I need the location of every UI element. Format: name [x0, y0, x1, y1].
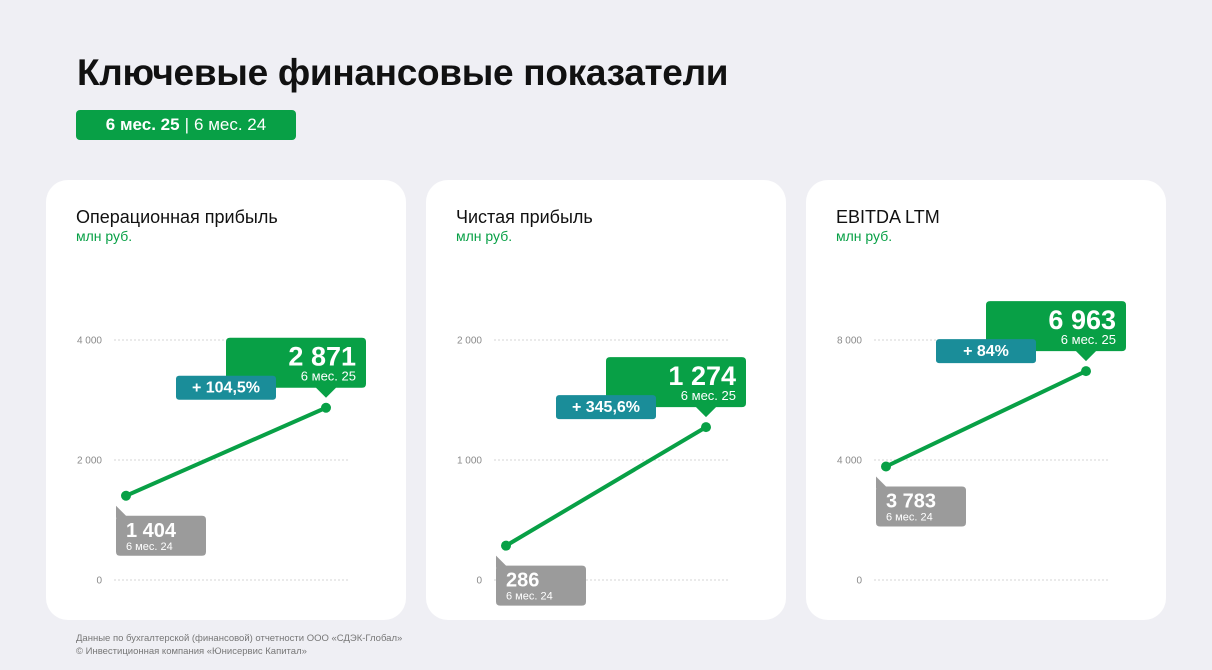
chart-unit: млн руб. — [76, 228, 133, 244]
data-point-current — [701, 422, 711, 433]
y-tick-label: 1 000 — [457, 456, 482, 467]
change-badge — [176, 375, 276, 400]
chart-unit: млн руб. — [456, 228, 513, 244]
previous-value-callout — [876, 476, 966, 527]
change-label: + 345,6% — [572, 399, 640, 416]
chart-unit: млн руб. — [836, 228, 893, 244]
footnote-source: Данные по бухгалтерской (финансовой) отч… — [76, 633, 403, 644]
page-title: Ключевые финансовые показатели — [77, 52, 729, 93]
change-label: + 104,5% — [192, 380, 260, 397]
data-label-previous-value: 286 — [506, 570, 539, 592]
data-label-previous-value: 1 404 — [126, 520, 177, 542]
data-label-current-value: 1 274 — [668, 361, 736, 391]
y-tick-label: 4 000 — [837, 456, 862, 467]
data-label-previous-period: 6 мес. 24 — [126, 541, 173, 553]
change-label: + 84% — [963, 343, 1009, 360]
footnote: Данные по бухгалтерской (финансовой) отч… — [76, 632, 402, 658]
series-line — [124, 405, 328, 498]
data-label-current-period: 6 мес. 25 — [301, 369, 356, 384]
previous-value-callout — [116, 505, 206, 556]
data-label-current-period: 6 мес. 25 — [1061, 332, 1116, 347]
chart-title: EBITDA LTM — [836, 207, 940, 227]
footnote-copyright: © Инвестиционная компания «Юнисервис Кап… — [76, 646, 307, 657]
data-label-current-value: 6 963 — [1048, 305, 1116, 335]
data-label-previous-period: 6 мес. 24 — [506, 591, 553, 603]
data-label-previous-period: 6 мес. 24 — [886, 512, 933, 524]
y-tick-label: 4 000 — [77, 336, 102, 347]
data-point-current — [1081, 366, 1091, 377]
previous-value-callout — [496, 555, 586, 606]
data-label-current-value: 2 871 — [288, 342, 356, 372]
data-point-current — [321, 402, 331, 413]
data-point-previous — [121, 490, 131, 501]
y-tick-label: 0 — [476, 576, 482, 587]
period-separator: | — [184, 115, 190, 134]
y-tick-label: 2 000 — [457, 336, 482, 347]
period-badge: 6 мес. 25 | 6 мес. 24 — [76, 110, 296, 140]
y-tick-label: 2 000 — [77, 456, 102, 467]
chart-title: Чистая прибыль — [456, 207, 593, 227]
change-badge — [556, 395, 656, 420]
data-point-previous — [501, 540, 511, 551]
period-previous: 6 мес. 24 — [194, 115, 267, 134]
chart-card-operating-profit: Операционная прибыль млн руб. 0 2 000 4 00… — [46, 180, 406, 620]
y-tick-label: 0 — [856, 576, 862, 587]
chart-title: Операционная прибыль — [76, 207, 278, 227]
y-tick-label: 8 000 — [837, 336, 862, 347]
change-badge — [936, 339, 1036, 364]
series-line — [884, 369, 1088, 469]
series-line — [504, 425, 708, 548]
data-point-previous — [881, 461, 891, 472]
data-label-current-period: 6 мес. 25 — [681, 388, 736, 403]
data-label-previous-value: 3 783 — [886, 491, 936, 513]
period-current: 6 мес. 25 — [105, 115, 180, 134]
y-tick-label: 0 — [96, 576, 102, 587]
